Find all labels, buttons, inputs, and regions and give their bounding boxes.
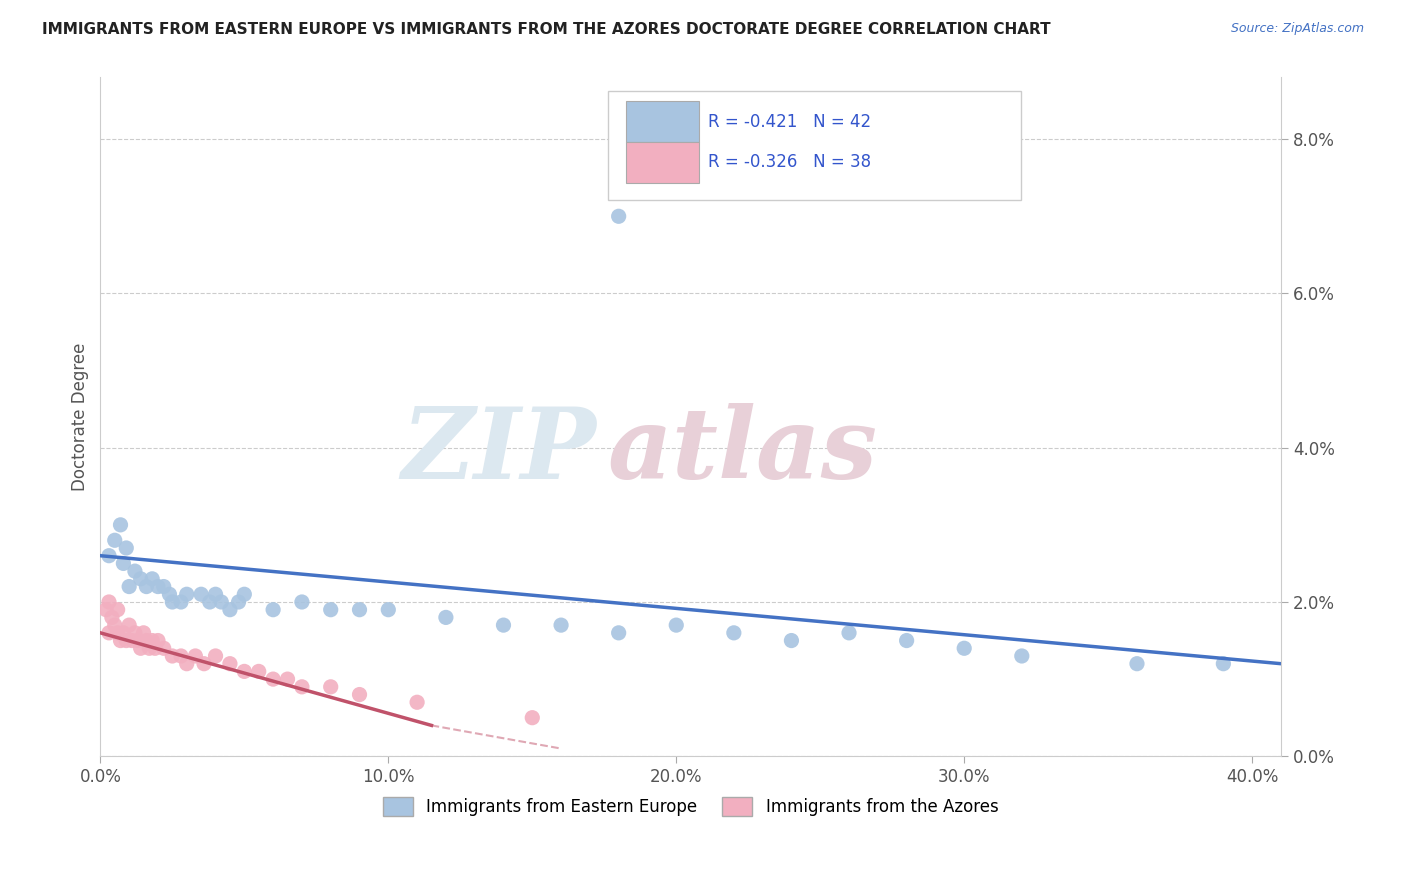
Point bbox=[132, 625, 155, 640]
Point bbox=[219, 657, 242, 671]
Point bbox=[262, 603, 284, 617]
Text: R = -0.326   N = 38: R = -0.326 N = 38 bbox=[709, 153, 872, 171]
Point bbox=[170, 595, 193, 609]
Point bbox=[953, 641, 976, 656]
Point bbox=[262, 672, 284, 686]
Point bbox=[141, 572, 163, 586]
Point bbox=[124, 625, 146, 640]
Point bbox=[146, 580, 169, 594]
Point bbox=[101, 610, 124, 624]
FancyBboxPatch shape bbox=[607, 91, 1021, 200]
Point bbox=[118, 618, 141, 632]
Text: ZIP: ZIP bbox=[401, 402, 596, 499]
Point bbox=[406, 695, 429, 709]
Point bbox=[1011, 648, 1033, 663]
Point bbox=[193, 657, 215, 671]
Point bbox=[162, 595, 184, 609]
Point bbox=[607, 625, 630, 640]
Point bbox=[110, 517, 132, 532]
Point bbox=[129, 572, 152, 586]
Point bbox=[276, 672, 298, 686]
Point bbox=[896, 633, 918, 648]
Point bbox=[121, 633, 143, 648]
Point bbox=[291, 680, 314, 694]
Point bbox=[124, 564, 146, 578]
Point bbox=[247, 665, 270, 679]
Point bbox=[118, 580, 141, 594]
Point bbox=[152, 580, 174, 594]
FancyBboxPatch shape bbox=[626, 142, 699, 183]
Point bbox=[94, 603, 117, 617]
Point bbox=[98, 625, 121, 640]
Point bbox=[170, 648, 193, 663]
Point bbox=[434, 610, 457, 624]
Point bbox=[98, 595, 121, 609]
Point bbox=[107, 625, 129, 640]
Point bbox=[115, 541, 138, 555]
Point bbox=[98, 549, 121, 563]
Point bbox=[550, 618, 572, 632]
Point bbox=[204, 587, 226, 601]
Point bbox=[233, 587, 256, 601]
Point bbox=[377, 603, 399, 617]
Point bbox=[176, 657, 198, 671]
Point bbox=[112, 557, 135, 571]
Point bbox=[1212, 657, 1234, 671]
Point bbox=[162, 648, 184, 663]
Point bbox=[522, 711, 544, 725]
Point bbox=[665, 618, 688, 632]
Point bbox=[349, 603, 371, 617]
Point bbox=[349, 688, 371, 702]
Point bbox=[233, 665, 256, 679]
Text: Source: ZipAtlas.com: Source: ZipAtlas.com bbox=[1230, 22, 1364, 36]
Text: IMMIGRANTS FROM EASTERN EUROPE VS IMMIGRANTS FROM THE AZORES DOCTORATE DEGREE CO: IMMIGRANTS FROM EASTERN EUROPE VS IMMIGR… bbox=[42, 22, 1050, 37]
Point bbox=[219, 603, 242, 617]
Point bbox=[104, 533, 127, 548]
Point bbox=[135, 580, 157, 594]
Point bbox=[723, 625, 745, 640]
Point bbox=[104, 618, 127, 632]
Text: R = -0.421   N = 42: R = -0.421 N = 42 bbox=[709, 112, 872, 130]
Point bbox=[198, 595, 221, 609]
Point bbox=[492, 618, 515, 632]
Point bbox=[319, 680, 342, 694]
Point bbox=[143, 641, 166, 656]
Point bbox=[780, 633, 803, 648]
Point bbox=[159, 587, 181, 601]
Point bbox=[1126, 657, 1149, 671]
Point bbox=[138, 641, 160, 656]
Point bbox=[291, 595, 314, 609]
Point bbox=[184, 648, 207, 663]
Point bbox=[176, 587, 198, 601]
Point bbox=[228, 595, 250, 609]
Point bbox=[115, 633, 138, 648]
Point bbox=[141, 633, 163, 648]
Point bbox=[319, 603, 342, 617]
Point bbox=[129, 641, 152, 656]
Point bbox=[110, 633, 132, 648]
Point bbox=[112, 625, 135, 640]
Legend: Immigrants from Eastern Europe, Immigrants from the Azores: Immigrants from Eastern Europe, Immigran… bbox=[377, 790, 1005, 822]
Point bbox=[107, 603, 129, 617]
Point bbox=[135, 633, 157, 648]
Point bbox=[152, 641, 174, 656]
Text: atlas: atlas bbox=[607, 402, 877, 499]
Point bbox=[607, 209, 630, 223]
FancyBboxPatch shape bbox=[626, 101, 699, 142]
Point bbox=[204, 648, 226, 663]
Point bbox=[190, 587, 212, 601]
Y-axis label: Doctorate Degree: Doctorate Degree bbox=[72, 343, 89, 491]
Point bbox=[146, 633, 169, 648]
Point bbox=[838, 625, 860, 640]
Point bbox=[209, 595, 232, 609]
Point bbox=[127, 633, 149, 648]
